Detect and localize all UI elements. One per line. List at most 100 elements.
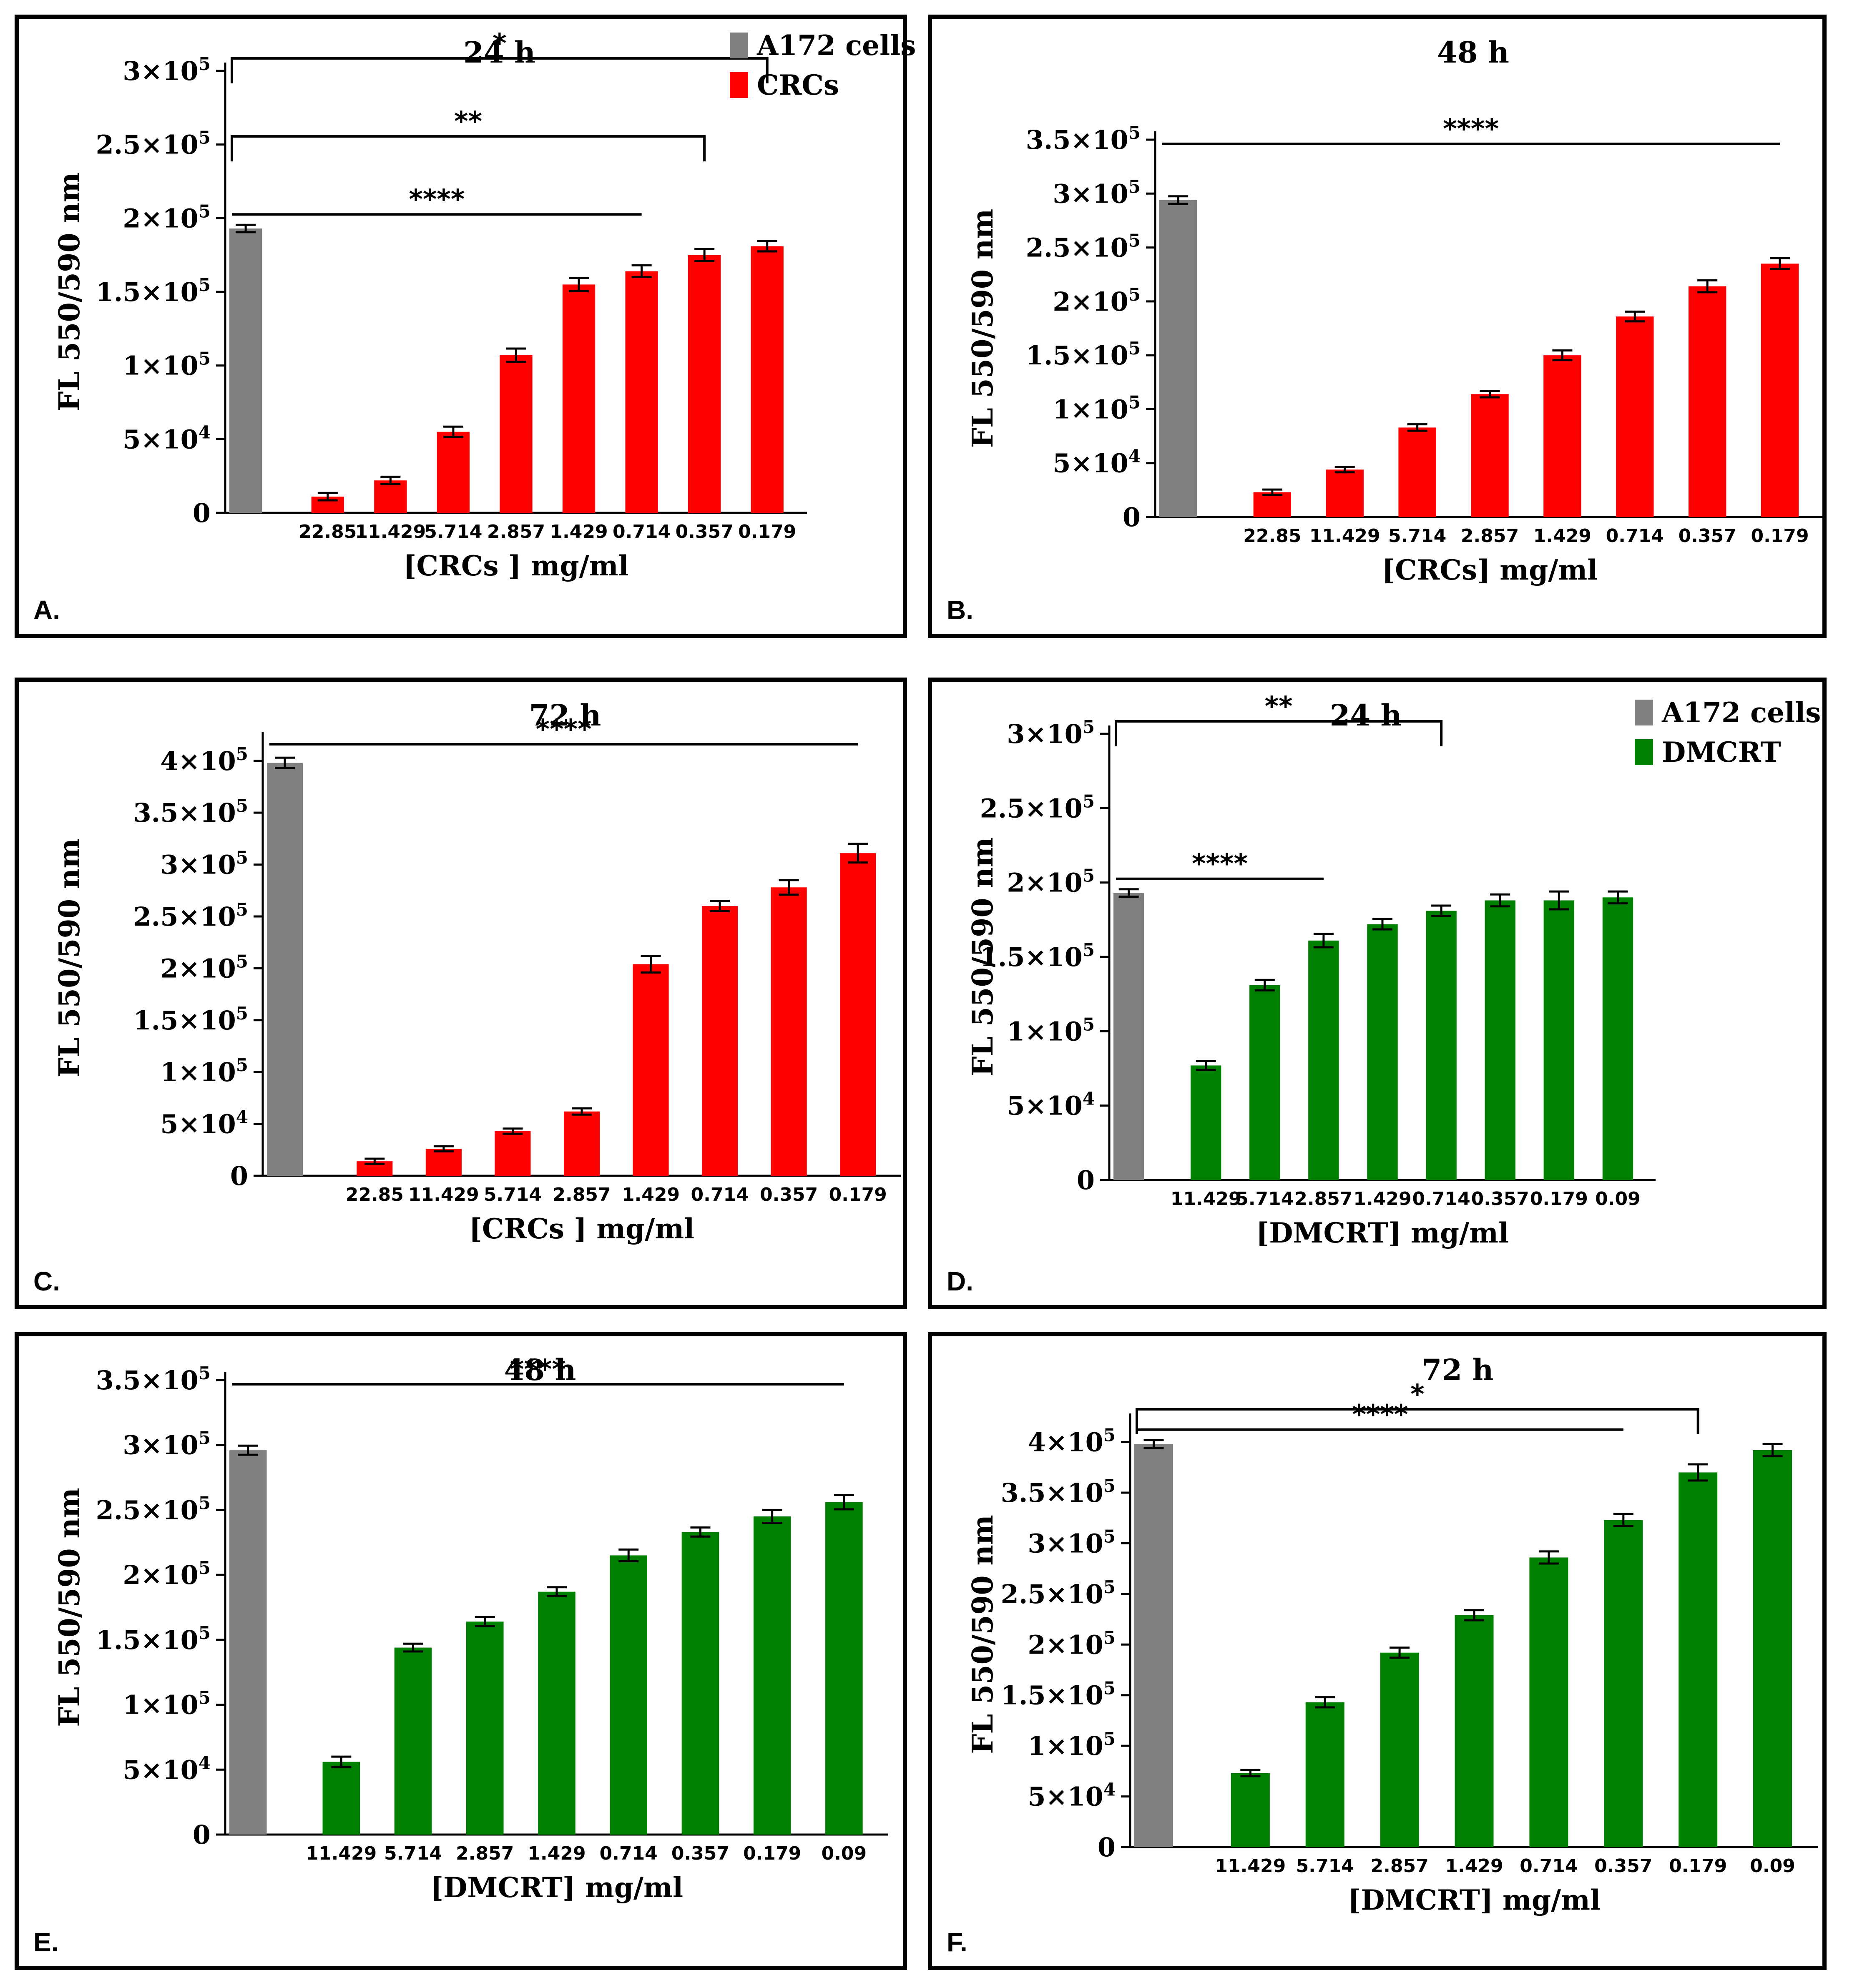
error-bar	[443, 425, 463, 438]
error-bar	[547, 1586, 567, 1598]
x-tick-label: 1.429	[1533, 525, 1591, 547]
x-tick-label: 0.357	[1471, 1188, 1529, 1210]
error-bar	[1538, 1550, 1559, 1565]
x-tick-label: 11.429	[1171, 1188, 1241, 1210]
significance-bracket: ****	[1137, 1400, 1623, 1431]
bar-0.714	[702, 906, 738, 1176]
y-axis-title: FL 550/590 nm	[53, 1488, 86, 1727]
bar-0.179	[840, 853, 876, 1176]
significance-bracket: ****	[269, 714, 858, 746]
x-tick-label: 0.357	[1594, 1855, 1652, 1877]
panel-label: A.	[33, 595, 60, 625]
significance-bracket: *	[1136, 1379, 1699, 1434]
x-tick-label: 1.429	[1445, 1855, 1503, 1877]
chart-title: 24 h	[1330, 698, 1402, 733]
x-tick-label: 0.179	[1530, 1188, 1588, 1210]
panel-frame	[928, 15, 1827, 638]
significance-bracket: ****	[1116, 849, 1324, 880]
significance-label: *	[1410, 1379, 1424, 1410]
x-tick-label: 0.714	[1412, 1188, 1470, 1210]
error-bar	[694, 248, 715, 262]
bar-0.179	[1761, 264, 1799, 517]
x-tick-label: 0.179	[743, 1843, 801, 1864]
y-tick-label: 1×105	[1007, 1014, 1095, 1047]
bar-2.857	[500, 355, 533, 513]
bar-0.357	[1485, 900, 1515, 1180]
bar-0.179	[1679, 1472, 1718, 1847]
error-bar	[762, 1509, 782, 1524]
x-tick-label: 5.714	[424, 521, 482, 542]
x-tick-label: 0.09	[1595, 1188, 1641, 1210]
y-tick-label: 1.5×105	[96, 1623, 211, 1655]
y-tick-label: 3.5×105	[1026, 123, 1141, 155]
x-tick-label: 11.429	[306, 1843, 377, 1864]
chart-title: 72 h	[1422, 1353, 1494, 1387]
significance-label: **	[1265, 691, 1293, 722]
bar-5.714	[437, 432, 470, 513]
x-tick-label: 0.09	[822, 1843, 867, 1864]
x-tick-label: 0.714	[613, 521, 671, 542]
chart-panel-f: 0 5×104 1×105 1.5×105 2×105 2.5×105 3×105 3.5×1…	[928, 1332, 1827, 1970]
bar-control	[1134, 1444, 1174, 1847]
panel-label: F.	[947, 1927, 967, 1957]
chart-panel-a: 0 5×104 1×105 1.5×105 2×105 2.5×105 3×105 22.85…	[15, 15, 916, 638]
x-tick-label: 1.429	[528, 1843, 586, 1864]
x-tick-label: 0.357	[760, 1184, 818, 1205]
bar-control	[267, 763, 303, 1176]
x-tick-label: 1.429	[550, 521, 608, 542]
y-axis-title: FL 550/590 nm	[53, 172, 86, 412]
bar-0.714	[1529, 1557, 1568, 1847]
legend-swatch	[1635, 700, 1653, 725]
x-tick-label: 5.714	[484, 1184, 542, 1205]
significance-bracket: *	[231, 28, 769, 83]
error-bar	[1313, 933, 1334, 949]
panel-label: E.	[33, 1927, 58, 1957]
y-tick-label: 0	[1123, 502, 1141, 532]
bar-5.714	[1249, 985, 1280, 1180]
chart-panel-d: 0 5×104 1×105 1.5×105 2×105 2.5×105 3×105 11.42…	[928, 678, 1827, 1309]
bar-0.09	[825, 1502, 863, 1835]
y-tick-label: 2×105	[123, 1558, 211, 1590]
error-bar	[1770, 257, 1790, 270]
y-tick-label: 2.5×105	[1001, 1577, 1116, 1609]
x-tick-label: 0.357	[676, 521, 734, 542]
y-tick-label: 3×105	[1053, 176, 1141, 209]
error-bar	[1334, 466, 1355, 474]
x-tick-label: 5.714	[1388, 525, 1446, 547]
x-tick-label: 5.714	[1236, 1188, 1294, 1210]
y-tick-label: 0	[193, 1820, 211, 1850]
bar-2.857	[466, 1622, 504, 1835]
y-tick-label: 1×105	[1053, 392, 1141, 424]
error-bar	[631, 264, 652, 279]
error-bar	[1196, 1060, 1216, 1071]
chart-panel-b: 0 5×104 1×105 1.5×105 2×105 2.5×105 3×105 3.5×1…	[928, 15, 1827, 638]
panel-frame	[928, 678, 1827, 1309]
bar-2.857	[1471, 394, 1509, 517]
bar-22.85	[1253, 492, 1292, 517]
bar-control	[229, 228, 262, 513]
x-axis-title: [CRCs ] mg/ml	[469, 1212, 694, 1245]
y-tick-label: 3.5×105	[133, 796, 248, 828]
bar-control	[1159, 200, 1197, 517]
error-bar	[1315, 1696, 1335, 1709]
significance-label: ****	[1192, 849, 1248, 880]
y-tick-label: 3×105	[123, 54, 211, 86]
error-bar	[690, 1526, 711, 1538]
x-axis-title: [CRCs] mg/ml	[1382, 554, 1598, 586]
x-tick-label: 0.357	[1679, 525, 1736, 547]
y-tick-label: 0	[1098, 1832, 1116, 1862]
bar-0.714	[1426, 911, 1457, 1180]
y-axis-title: FL 550/590 nm	[53, 838, 86, 1078]
x-tick-label: 2.857	[1294, 1188, 1352, 1210]
y-tick-label: 4×105	[160, 744, 248, 776]
x-tick-label: 2.857	[553, 1184, 611, 1205]
y-tick-label: 5×104	[123, 1752, 211, 1785]
y-tick-label: 2.5×105	[96, 128, 211, 160]
chart-title: 24 h	[463, 35, 535, 70]
bar-2.857	[1380, 1652, 1419, 1847]
significance-label: ****	[409, 184, 465, 215]
y-tick-label: 3.5×105	[96, 1363, 211, 1396]
significance-bracket: **	[1115, 691, 1443, 746]
bar-1.429	[1455, 1615, 1494, 1847]
